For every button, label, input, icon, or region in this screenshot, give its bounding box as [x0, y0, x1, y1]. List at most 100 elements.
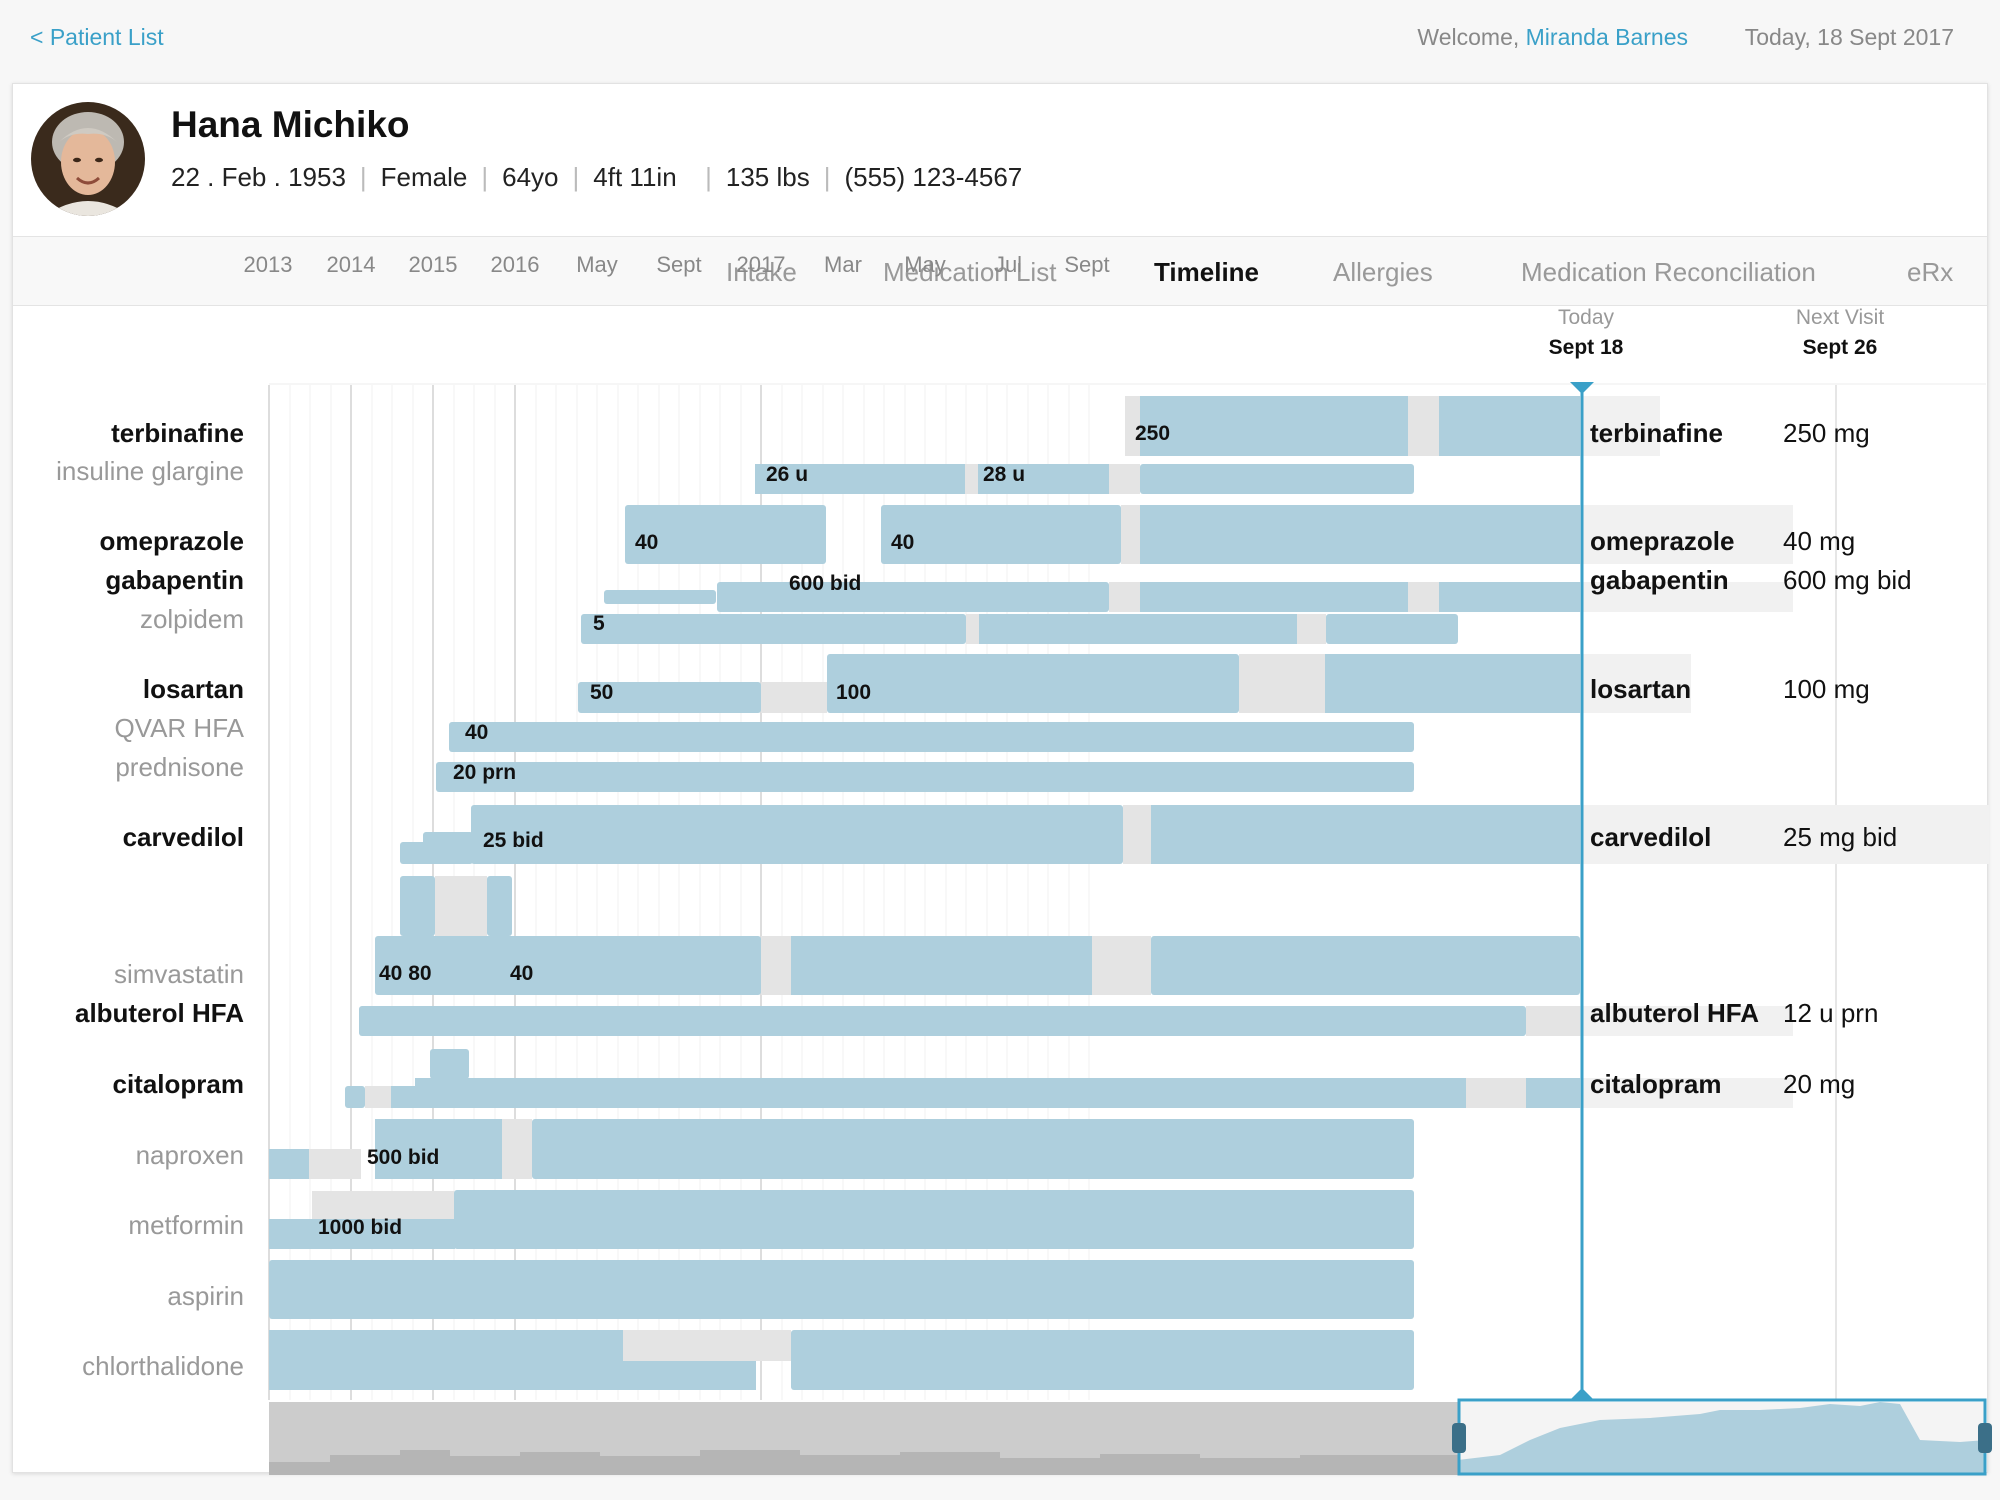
bar-insuline-glargine-b[interactable] [978, 464, 1109, 494]
bar-losartan-c[interactable] [1325, 654, 1580, 713]
bar-terbinafine[interactable] [1125, 396, 1140, 456]
bar-carvedilol-pre2[interactable] [423, 832, 473, 864]
current-med-gabapentin[interactable]: gabapentin [1590, 565, 1729, 595]
bar-zolpidem-b[interactable] [979, 614, 1297, 644]
tab-allergies[interactable]: Allergies [1333, 257, 1433, 287]
med-name-omeprazole[interactable]: omeprazole [99, 526, 245, 556]
med-name-zolpidem[interactable]: zolpidem [139, 604, 244, 634]
bar-naproxen-b[interactable] [532, 1119, 1414, 1179]
bar-omeprazole-c[interactable] [1140, 505, 1580, 564]
dose-label: 40 80 [379, 962, 432, 985]
axis-label-2013: 2013 [243, 252, 293, 277]
next-visit-axis-marker: Next Visit Sept 26 [1796, 306, 1884, 360]
med-name-naproxen[interactable]: naproxen [135, 1140, 244, 1170]
bar-naproxen-a[interactable] [375, 1119, 502, 1179]
bar-chlorthalidone-a[interactable] [269, 1330, 623, 1390]
bar-simvastatin-b[interactable] [791, 936, 1092, 995]
med-name-chlorthalidone[interactable]: chlorthalidone [82, 1351, 244, 1381]
med-name-losartan[interactable]: losartan [142, 674, 244, 704]
med-name-carvedilol[interactable]: carvedilol [122, 822, 244, 852]
bar-insuline-glargine-c[interactable] [1140, 464, 1414, 494]
bar-losartan-b[interactable] [827, 654, 1239, 713]
bar-simvastatin-a[interactable] [375, 936, 761, 995]
bar-insuline-glargine-a[interactable] [755, 464, 965, 494]
bar-gabapentin-b[interactable] [1140, 582, 1408, 612]
med-name-citalopram[interactable]: citalopram [112, 1069, 245, 1099]
axis-label-2014: 2014 [326, 252, 376, 277]
tab-timeline[interactable]: Timeline [1154, 257, 1260, 287]
patient-weight: 135 lbs [725, 162, 810, 192]
tab-intake[interactable]: Intake [726, 257, 797, 287]
bar-prednisone[interactable] [436, 762, 1414, 792]
current-med-losartan[interactable]: losartan [1590, 674, 1692, 704]
bar-zolpidem-gap2 [1297, 614, 1326, 644]
bar-terbinafine-b[interactable] [1439, 396, 1580, 456]
bar-metformin-b[interactable] [454, 1190, 1414, 1249]
timeline-bars [269, 396, 1989, 1390]
bar-chlorthalidone-c[interactable] [791, 1330, 1414, 1390]
current-med-carvedilol[interactable]: carvedilol [1590, 822, 1712, 852]
bar-qvar-hfa[interactable] [449, 722, 1414, 752]
overview-right-handle[interactable] [1978, 1423, 1992, 1453]
user-name-link[interactable]: Miranda Barnes [1525, 24, 1688, 50]
bar-citalopram-pre2[interactable] [391, 1086, 415, 1108]
med-name-simvastatin[interactable]: simvastatin [113, 959, 244, 989]
bar-naproxen-pre[interactable] [269, 1149, 309, 1179]
tab-medication-reconciliation[interactable]: Medication Reconciliation [1521, 257, 1816, 287]
bar-gabapentin-c[interactable] [1439, 582, 1580, 612]
bar-citalopram-a[interactable] [415, 1078, 1466, 1108]
current-med-terbinafine[interactable]: terbinafine [1590, 418, 1723, 448]
bar-citalopram-pre[interactable] [345, 1086, 365, 1108]
bar-albuterol-hfa-a[interactable] [359, 1006, 1526, 1036]
bar-carvedilol-b[interactable] [1151, 805, 1580, 864]
overview-left-handle[interactable] [1452, 1423, 1466, 1453]
bar-zolpidem-c[interactable] [1326, 614, 1458, 644]
axis-label-sept: Sept [656, 252, 702, 277]
med-name-aspirin[interactable]: aspirin [167, 1281, 244, 1311]
med-name-insuline-glargine[interactable]: insuline glargine [56, 456, 244, 486]
bar-aspirin[interactable] [269, 1260, 1414, 1319]
med-name-qvar-hfa[interactable]: QVAR HFA [114, 713, 244, 743]
bar-terbinafine-a[interactable] [1140, 396, 1408, 456]
dose-labels: 250 26 u 28 u 40 40 600 bid 5 50 100 40 … [318, 422, 1170, 1239]
med-name-gabapentin[interactable]: gabapentin [105, 565, 244, 595]
dose-label: 28 u [983, 463, 1025, 486]
bar-zolpidem-a[interactable] [581, 614, 966, 644]
current-med-albuterol-hfa[interactable]: albuterol HFA [1590, 998, 1760, 1028]
tab-medication-list[interactable]: Medication List [883, 257, 1057, 287]
welcome-prefix: Welcome, [1417, 24, 1526, 50]
bar-citalopram-bump[interactable] [430, 1049, 469, 1079]
current-med-citalopram[interactable]: citalopram [1590, 1069, 1722, 1099]
today-top-arrow [1570, 382, 1594, 394]
patient-dob: 22 . Feb . 1953 [171, 162, 346, 192]
med-name-metformin[interactable]: metformin [128, 1210, 244, 1240]
today-marker-date: Sept 18 [1548, 336, 1624, 359]
bar-carvedilol-a[interactable] [471, 805, 1123, 864]
tab-erx[interactable]: eRx [1907, 257, 1954, 287]
bar-simvastatin-c[interactable] [1151, 936, 1580, 995]
bar-metformin-a[interactable] [269, 1219, 455, 1249]
bar-omeprazole-a[interactable] [625, 505, 826, 564]
med-name-albuterol-hfa[interactable]: albuterol HFA [74, 998, 244, 1028]
dose-label: 250 [1135, 422, 1170, 445]
med-name-terbinafine[interactable]: terbinafine [111, 418, 244, 448]
bar-omeprazole-b[interactable] [881, 505, 1121, 564]
bar-unlabeled-a[interactable] [400, 876, 435, 936]
next-visit-marker-top: Next Visit [1795, 306, 1885, 329]
bar-citalopram-b[interactable] [1526, 1078, 1580, 1108]
bar-gabapentin-pre[interactable] [604, 590, 716, 604]
bar-losartan-a[interactable] [578, 682, 761, 713]
med-name-prednisone[interactable]: prednisone [115, 752, 244, 782]
bar-chlorthalidone-b[interactable] [623, 1361, 756, 1390]
patient-name: Hana Michiko [171, 104, 410, 145]
back-to-patient-list-link[interactable]: < Patient List [30, 24, 164, 50]
patient-height: 4ft 11in [593, 162, 677, 192]
dose-label: 40 [891, 531, 914, 554]
bar-gabapentin-a[interactable] [717, 582, 1109, 612]
current-med-omeprazole[interactable]: omeprazole [1590, 526, 1735, 556]
bar-unlabeled-b[interactable] [487, 876, 512, 936]
current-dose-carvedilol: 25 mg bid [1783, 822, 1898, 852]
bar-terbinafine-gap [1408, 396, 1439, 456]
bar-unlabeled-gap [435, 876, 487, 936]
